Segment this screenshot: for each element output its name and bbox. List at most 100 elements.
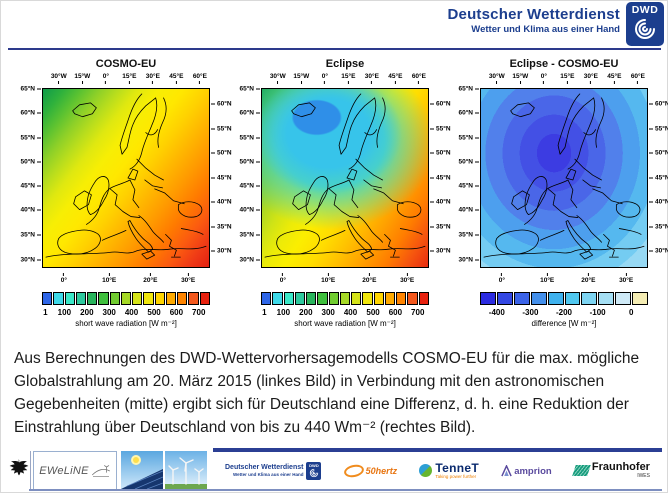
amprion-name: amprion (514, 465, 552, 477)
colorbar-cell (42, 292, 53, 305)
colorbar-cell (362, 292, 373, 305)
dwd-spiral-icon (635, 19, 655, 39)
colorbar-label: 0 (628, 308, 634, 317)
colorbar-cell (396, 292, 407, 305)
colorbar-cell (632, 292, 649, 305)
colorbar-cell (132, 292, 143, 305)
axis-label: 50°N (649, 149, 668, 156)
axis-label: 30°E (619, 273, 633, 284)
axis-label: 30°E (584, 73, 598, 84)
colorbar-labels: 1 100 200 300 400 500 600 700 (261, 308, 429, 318)
colorbar-cell (547, 292, 564, 305)
axis-label: 60°N (430, 101, 451, 108)
axis-label: 50°N (211, 149, 232, 156)
colorbar-cell (598, 292, 615, 305)
header-brand: Deutscher Wetterdienst Wetter und Klima … (448, 6, 621, 36)
axis-label: 55°N (458, 134, 479, 141)
colorbar-cell (581, 292, 598, 305)
colorbar-cell (53, 292, 64, 305)
colorbar-label: -200 (555, 308, 573, 317)
colorbar-cell (407, 292, 418, 305)
axis-bottom: 0° 10°E 20°E 30°E (42, 270, 210, 284)
axis-label: 45°E (169, 73, 183, 84)
dwd-logo-text: DWD (631, 4, 659, 16)
map-title: Eclipse - COSMO-EU (509, 58, 619, 70)
colorbar-label: 600 (169, 308, 184, 317)
dwd-spiral-icon (309, 468, 319, 477)
colorbar-caption: difference [W m⁻²] (531, 319, 597, 328)
axis-label: 35°N (458, 231, 479, 238)
fraunhofer-mark-icon (572, 465, 591, 476)
axis-label: 60°N (649, 101, 668, 108)
coastlines-icon (45, 93, 207, 260)
colorbar-cell (294, 292, 306, 305)
colorbar-label: 300 (321, 308, 335, 317)
axis-label: 55°N (20, 134, 41, 141)
colorbar-cell (188, 292, 199, 305)
axis-label: 35°N (211, 223, 232, 230)
axis-label: 45°N (20, 183, 41, 190)
colorbar-cell (272, 292, 283, 305)
axis-bottom: 0° 10°E 20°E 30°E (480, 270, 648, 284)
colorbar-label: 700 (411, 308, 425, 317)
axis-top: 30°W 15°W 0° 15°E 30°E 45°E 60°E (42, 73, 210, 87)
axis-right: 60°N 55°N 50°N 45°N 40°N 35°N 30°N (649, 88, 668, 268)
axis-label: 30°N (430, 247, 451, 254)
colorbar-label: 700 (192, 308, 206, 317)
footer-underline (29, 489, 662, 491)
axis-label: 0° (499, 273, 505, 284)
footer: EWeLiNE (0, 448, 668, 493)
colorbar-cell (177, 292, 188, 305)
solar-panel-photo (121, 451, 163, 489)
logo-amprion: amprion (501, 464, 552, 477)
colorbar (42, 292, 210, 305)
amprion-mark-icon (501, 464, 512, 476)
axis-label: 0° (61, 273, 67, 284)
org-tagline: Wetter und Klima aus einer Hand (471, 24, 620, 35)
axis-label: 45°N (211, 175, 232, 182)
colorbar-cell (98, 292, 109, 305)
coastlines-icon (483, 93, 645, 260)
header-rule (8, 48, 661, 50)
colorbar-cell (261, 292, 272, 305)
axis-top: 30°W 15°W 0° 15°E 30°E 45°E 60°E (480, 73, 648, 87)
colorbar-label: -100 (589, 308, 606, 317)
axis-label: 55°N (430, 125, 451, 132)
header: Deutscher Wetterdienst Wetter und Klima … (0, 0, 668, 50)
axis-label: 15°E (122, 73, 136, 84)
tennet-name: TenneT (435, 460, 479, 475)
axis-label: 40°N (430, 199, 451, 206)
colorbar-cell (328, 292, 339, 305)
axis-label: 60°E (412, 73, 426, 84)
colorbar-cell (615, 292, 632, 305)
colorbar-cell (283, 292, 294, 305)
axis-label: 65°N (458, 85, 479, 92)
axis-label: 15°E (560, 73, 574, 84)
colorbar-label: 200 (299, 308, 313, 317)
dwd-logo: DWD (626, 2, 664, 46)
axis-label: 10°E (102, 273, 116, 284)
colorbar-label: 100 (57, 308, 72, 317)
axis-label: 30°N (20, 256, 41, 263)
axis-label: 45°N (430, 175, 451, 182)
colorbar-cell (306, 292, 317, 305)
partners-bar: Deutscher Wetterdienst Wetter und Klima … (213, 448, 662, 489)
axis-label: 30°N (649, 247, 668, 254)
turbine-sketch-icon (91, 465, 110, 477)
axis-label: 40°N (239, 207, 260, 214)
axis-label: 50°N (20, 158, 41, 165)
tennet-globe-icon (419, 464, 433, 477)
logo-tennet: TenneT Taking power further (419, 460, 479, 479)
axis-label: 35°N (20, 231, 41, 238)
colorbar-label: 1 (262, 308, 267, 317)
colorbar-cell (373, 292, 384, 305)
axis-top: 30°W 15°W 0° 15°E 30°E 45°E 60°E (261, 73, 429, 87)
axis-label: 30°N (211, 247, 232, 254)
axis-label: 40°N (649, 199, 668, 206)
colorbar-label: 500 (366, 308, 380, 317)
colorbar-cell (317, 292, 328, 305)
axis-label: 60°N (239, 110, 260, 117)
axis-label: 60°E (631, 73, 645, 84)
colorbar-label: 1 (43, 308, 48, 317)
axis-label: 55°N (211, 125, 232, 132)
